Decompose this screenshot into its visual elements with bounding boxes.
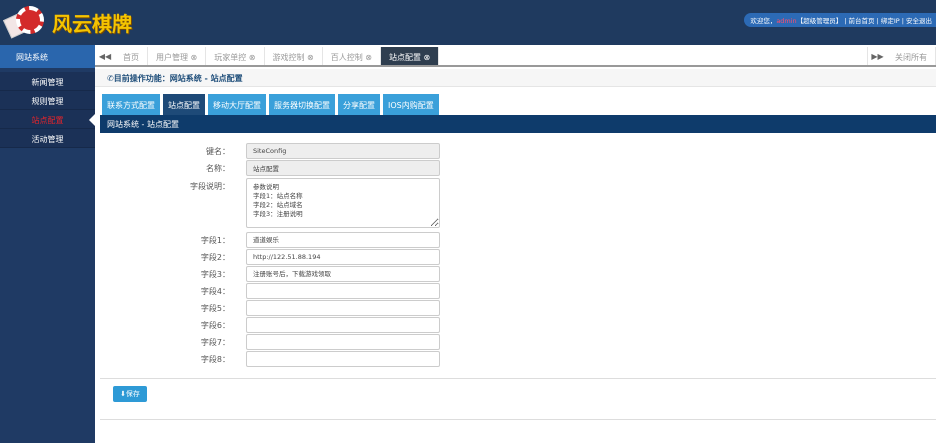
logo-text: 风云棋牌 xyxy=(52,11,132,36)
subtab-share-config[interactable]: 分享配置 xyxy=(338,94,380,115)
form-footer: ⬇保存 xyxy=(100,378,936,420)
sidebar-item-site-config[interactable]: 站点配置 xyxy=(0,110,95,129)
field-label: 字段6： xyxy=(200,321,230,330)
field-label: 字段1： xyxy=(200,236,230,245)
tab-hundred-control[interactable]: 百人控制 ⊗ xyxy=(323,47,381,65)
field-1-input[interactable]: 道道娱乐 xyxy=(246,232,440,248)
field-label: 字段2： xyxy=(200,253,230,262)
header-links[interactable]: | 前台首页 | 绑定IP | 安全退出 xyxy=(842,17,932,25)
form-row-field-4: 字段4： xyxy=(100,283,440,299)
field-label: 名称： xyxy=(206,164,230,173)
subtab-site-config[interactable]: 站点配置 xyxy=(163,94,205,115)
close-all-tabs-button[interactable]: 关闭所有 xyxy=(887,47,936,65)
field-7-input[interactable] xyxy=(246,334,440,350)
form-row-field-5: 字段5： xyxy=(100,300,440,316)
name-input[interactable] xyxy=(246,160,440,176)
poker-chip-icon xyxy=(2,4,46,40)
subtab-contact-config[interactable]: 联系方式配置 xyxy=(102,94,160,115)
field-label: 键名： xyxy=(206,147,230,156)
tab-home[interactable]: 首页 xyxy=(115,47,148,65)
breadcrumb: ✆目前操作功能：网站系统 - 站点配置 xyxy=(95,69,936,87)
form-row-field-2: 字段2： http://122.51.88.194 xyxy=(100,249,440,265)
field-8-input[interactable] xyxy=(246,351,440,367)
sidebar: 网站系统 新闻管理 规则管理 站点配置 活动管理 xyxy=(0,45,95,443)
field-label: 字段4： xyxy=(200,287,230,296)
tab-player-control[interactable]: 玩家单控 ⊗ xyxy=(206,47,265,65)
form-row-field-6: 字段6： xyxy=(100,317,440,333)
sidebar-item-activity[interactable]: 活动管理 xyxy=(0,129,95,148)
tab-prev-button[interactable]: ◀◀ xyxy=(98,52,112,61)
field-3-input[interactable]: 注册账号后，下载游戏领取 xyxy=(246,266,440,282)
field-label: 字段3： xyxy=(200,270,230,279)
field-6-input[interactable] xyxy=(246,317,440,333)
username[interactable]: admin xyxy=(776,17,797,25)
tab-user-management[interactable]: 用户管理 ⊗ xyxy=(148,47,207,65)
form-row-name: 名称： xyxy=(100,160,440,176)
form-row-field-8: 字段8： xyxy=(100,351,440,367)
form-row-field-3: 字段3： 注册账号后，下载游戏领取 xyxy=(100,266,440,282)
field-label: 字段5： xyxy=(200,304,230,313)
subtab-server-switch-config[interactable]: 服务器切换配置 xyxy=(269,94,335,115)
sidebar-item-news[interactable]: 新闻管理 xyxy=(0,72,95,91)
tab-site-config[interactable]: 站点配置 ⊗ xyxy=(381,47,440,65)
sidebar-item-rules[interactable]: 规则管理 xyxy=(0,91,95,110)
header: 风云棋牌 欢迎您，admin【超级管理员】 | 前台首页 | 绑定IP | 安全… xyxy=(0,0,936,45)
user-bar: 欢迎您，admin【超级管理员】 | 前台首页 | 绑定IP | 安全退出 xyxy=(744,13,936,27)
save-button[interactable]: ⬇保存 xyxy=(113,386,147,402)
sidebar-title[interactable]: 网站系统 xyxy=(0,45,95,68)
form-row-desc: 字段说明： 参数说明 字段1：站点名称 字段2：站点域名 字段3：注册说明 xyxy=(100,178,440,228)
tab-bar: ◀◀ 首页 用户管理 ⊗ 玩家单控 ⊗ 游戏控制 ⊗ 百人控制 ⊗ 站点配置 ⊗… xyxy=(95,47,936,67)
field-4-input[interactable] xyxy=(246,283,440,299)
section-title: 网站系统 - 站点配置 xyxy=(100,115,936,133)
field-label: 字段8： xyxy=(200,355,230,364)
description-textarea[interactable]: 参数说明 字段1：站点名称 字段2：站点域名 字段3：注册说明 xyxy=(246,178,440,228)
field-label: 字段7： xyxy=(200,338,230,347)
form-row-field-7: 字段7： xyxy=(100,334,440,350)
field-2-input[interactable]: http://122.51.88.194 xyxy=(246,249,440,265)
welcome-text: 欢迎您， xyxy=(750,17,777,25)
field-label: 字段说明： xyxy=(190,182,230,191)
field-5-input[interactable] xyxy=(246,300,440,316)
subtab-mobile-lobby-config[interactable]: 移动大厅配置 xyxy=(208,94,266,115)
subtab-ios-iap-config[interactable]: IOS内购配置 xyxy=(383,94,439,115)
tab-next-button[interactable]: ▶▶ xyxy=(867,47,887,65)
logo: 风云棋牌 xyxy=(2,4,132,40)
form-row-field-1: 字段1： 道道娱乐 xyxy=(100,232,440,248)
key-input[interactable] xyxy=(246,143,440,159)
tab-game-control[interactable]: 游戏控制 ⊗ xyxy=(265,47,323,65)
sub-tabs: 联系方式配置 站点配置 移动大厅配置 服务器切换配置 分享配置 IOS内购配置 xyxy=(102,94,442,115)
form-row-key: 键名： xyxy=(100,143,440,159)
user-role: 【超级管理员】 xyxy=(796,17,843,25)
